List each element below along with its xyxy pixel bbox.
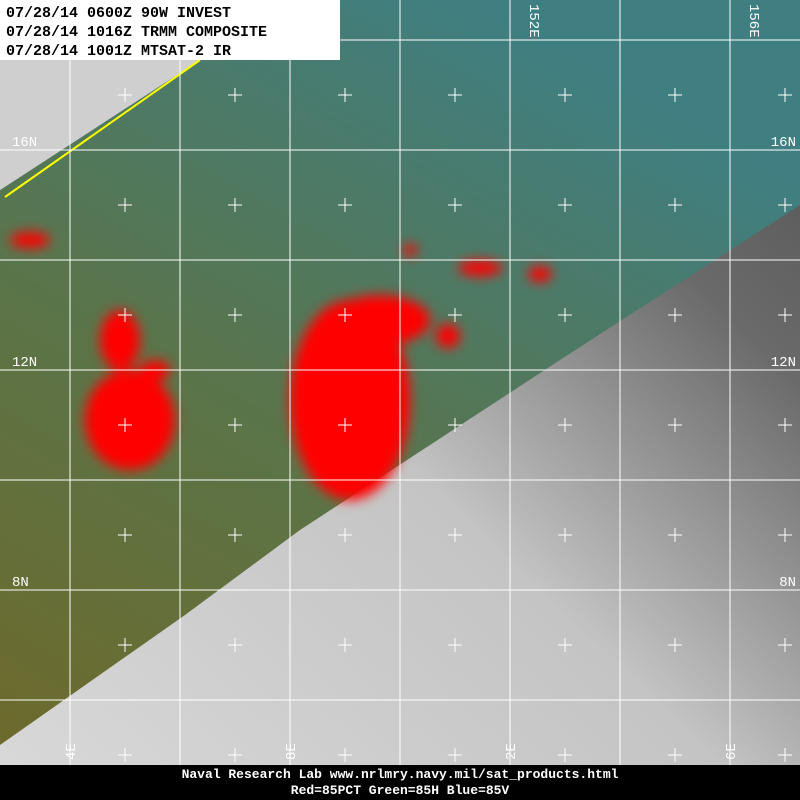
lon-label: 152E [525,4,541,38]
grid-cross [118,528,132,542]
grid-cross [778,418,792,432]
grid-cross [338,198,352,212]
grid-cross [228,748,242,762]
grid-cross [668,308,682,322]
grid-cross [228,638,242,652]
lon-label: 8E [284,743,300,760]
grid-cross [118,638,132,652]
grid-cross [448,308,462,322]
header-box [0,0,340,60]
lon-label: 156E [745,4,761,38]
footer-line: Red=85PCT Green=85H Blue=85V [291,783,510,798]
footer-band [0,765,800,800]
grid-cross [558,638,572,652]
grid-cross [668,748,682,762]
grid-cross [338,308,352,322]
footer-line: Naval Research Lab www.nrlmry.navy.mil/s… [182,767,619,782]
grid-cross [558,198,572,212]
grid-cross [338,418,352,432]
lat-label: 12N [12,355,37,371]
grid-cross [558,308,572,322]
lat-label: 8N [12,575,29,591]
grid-cross [228,308,242,322]
grid-cross [778,198,792,212]
boundary-line [4,59,201,198]
grid-cross [448,198,462,212]
grid-cross [118,308,132,322]
lon-label: 2E [504,743,520,760]
grid-cross [338,638,352,652]
lon-label: 4E [64,743,80,760]
grid-cross [228,198,242,212]
grid-cross [448,638,462,652]
lon-label: 6E [724,743,740,760]
grid-cross [228,418,242,432]
lat-label: 16N [12,135,37,151]
grid-cross [778,638,792,652]
grid-cross [668,88,682,102]
grid-cross [668,418,682,432]
grid-cross [558,88,572,102]
grid-cross [778,308,792,322]
grid-cross [118,88,132,102]
grid-cross [118,748,132,762]
grid-cross [338,88,352,102]
grid-cross [338,528,352,542]
grid-cross [558,418,572,432]
lat-label: 12N [771,355,796,371]
grid-cross [228,88,242,102]
lat-label: 8N [779,575,796,591]
grid-cross [448,748,462,762]
grid-cross [778,748,792,762]
grid-cross [448,88,462,102]
grid-cross [558,528,572,542]
grid-cross [228,528,242,542]
grid-cross [668,638,682,652]
grid-cross [778,88,792,102]
grid-cross [778,528,792,542]
grid-cross [118,198,132,212]
grid-cross [448,418,462,432]
lat-label: 16N [771,135,796,151]
grid-cross [338,748,352,762]
grid-cross [558,748,572,762]
header-line: 07/28/14 0600Z 90W INVEST [6,5,231,22]
header-line: 07/28/14 1016Z TRMM COMPOSITE [6,24,267,41]
grid-cross [668,528,682,542]
grid-cross [118,418,132,432]
grid-cross [668,198,682,212]
grid-cross [448,528,462,542]
header-line: 07/28/14 1001Z MTSAT-2 IR [6,43,231,60]
